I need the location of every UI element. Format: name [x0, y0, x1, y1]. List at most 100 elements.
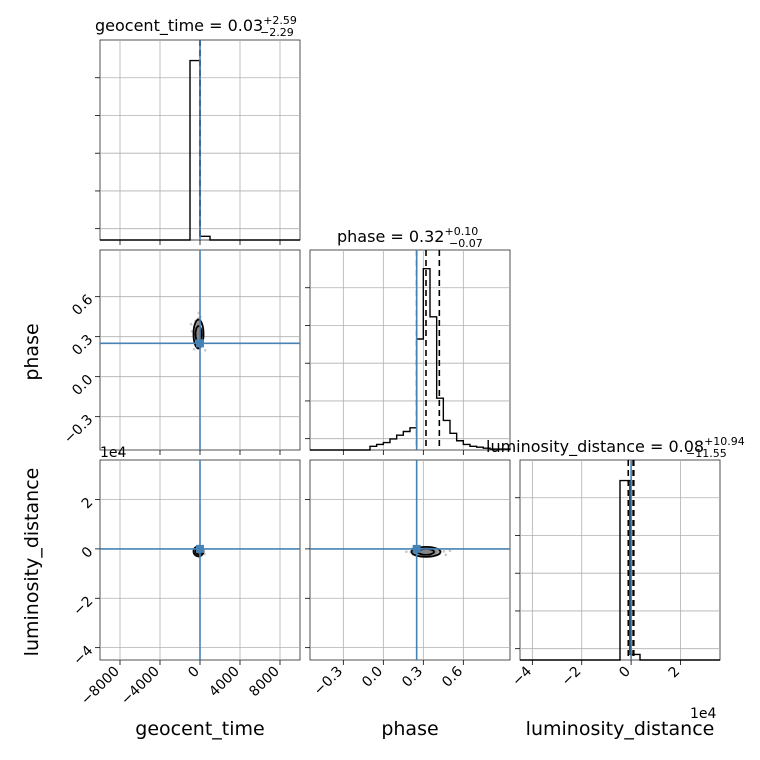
histogram-luminosity_distance: [520, 479, 720, 661]
labels: geocent_time = 0.03+2.59 −2.29 phase = 0…: [21, 14, 745, 740]
xtick-label-phase-2: 0.3: [399, 664, 426, 691]
sample-point-phase-luminosity_distance: [422, 550, 425, 554]
offset-label-x-luminosity: 1e4: [690, 706, 717, 722]
ylabel-luminosity-distance: luminosity_distance: [21, 468, 43, 657]
sample-point-phase-luminosity_distance: [424, 550, 428, 553]
sample-point-geocent_time-phase: [196, 333, 199, 337]
contour-outer-geocent_time-phase: [192, 318, 205, 350]
sample-point-geocent_time-phase: [196, 336, 200, 339]
ytick-label-luminosity_distance-2: 0: [79, 544, 97, 562]
sample-point-geocent_time-phase: [196, 328, 200, 331]
sample-point-geocent_time-phase: [196, 333, 199, 337]
sample-point-phase-luminosity_distance: [422, 551, 426, 555]
sample-point-geocent_time-phase: [196, 334, 200, 337]
panel-frames: −0.30.00.30.6−8000−4000 0 4000 8000−4−202−0…: [61, 39, 721, 709]
sample-point-geocent_time-phase: [196, 335, 200, 338]
sample-point-phase-luminosity_distance: [420, 550, 423, 554]
sample-point-geocent_time-phase: [197, 328, 200, 332]
sample-point-geocent_time-phase: [196, 332, 199, 335]
sample-point-geocent_time-phase: [196, 330, 199, 333]
sample-point-phase-luminosity_distance: [428, 549, 432, 553]
truth-marker-phase-luminosity_distance: [412, 544, 421, 553]
sample-point-geocent_time-phase: [197, 331, 200, 335]
sample-point-phase-luminosity_distance: [423, 551, 426, 554]
sample-point-phase-luminosity_distance: [426, 549, 430, 553]
sample-point-phase-luminosity_distance: [435, 550, 438, 553]
sample-point-phase-luminosity_distance: [426, 550, 430, 554]
sample-point-phase-luminosity_distance: [425, 550, 429, 554]
sample-point-phase-luminosity_distance: [428, 550, 432, 554]
xtick-label-geocent_time-0: −8000: [78, 664, 123, 709]
sample-point-phase-luminosity_distance: [424, 551, 428, 554]
xtick-label-geocent_time-3: 4000: [206, 664, 243, 701]
sample-point-phase-luminosity_distance: [448, 549, 452, 553]
sample-point-geocent_time-phase: [196, 331, 199, 334]
sample-point-phase-luminosity_distance: [428, 551, 431, 554]
sample-point-phase-luminosity_distance: [421, 550, 424, 554]
sample-point-phase-luminosity_distance: [424, 549, 428, 552]
sample-point-geocent_time-phase: [196, 330, 200, 333]
offset-label-y-luminosity: 1e4: [100, 445, 127, 461]
sample-point-phase-luminosity_distance: [425, 549, 429, 553]
title-geocent-time-minus: −2.29: [260, 26, 294, 39]
panel-luminosity_distance-luminosity_distance: −4 −2 0 2: [509, 459, 721, 690]
sample-point-phase-luminosity_distance: [430, 550, 433, 554]
sample-point-geocent_time-phase: [196, 321, 199, 325]
xtick-label-luminosity_distance-0: −4: [509, 663, 535, 689]
sample-point-phase-luminosity_distance: [426, 549, 430, 552]
title-phase-minus: −0.07: [449, 237, 483, 250]
sample-point-geocent_time-phase: [196, 332, 200, 335]
title-phase: phase = 0.32+0.10: [337, 225, 478, 246]
sample-point-phase-luminosity_distance: [424, 550, 428, 553]
xtick-label-phase-1: 0.0: [359, 664, 386, 691]
sample-point-geocent_time-phase: [196, 334, 199, 338]
ylabel-phase: phase: [21, 323, 43, 380]
sample-point-phase-luminosity_distance: [427, 550, 431, 554]
ytick-label-luminosity_distance-3: 2: [79, 495, 97, 513]
sample-point-phase-luminosity_distance: [405, 550, 408, 554]
sample-point-phase-luminosity_distance: [424, 551, 428, 555]
sample-point-phase-luminosity_distance: [434, 550, 438, 553]
sample-point-geocent_time-phase: [197, 331, 200, 334]
sample-point-phase-luminosity_distance: [424, 550, 428, 553]
xlabel-phase: phase: [381, 718, 438, 740]
sample-point-phase-luminosity_distance: [425, 549, 428, 553]
sample-point-geocent_time-phase: [189, 322, 193, 326]
sample-point-phase-luminosity_distance: [423, 551, 427, 555]
sample-point-phase-luminosity_distance: [422, 550, 426, 553]
sample-point-geocent_time-phase: [196, 328, 200, 331]
ytick-label-phase-2: 0.3: [69, 332, 96, 359]
sample-point-geocent_time-phase: [195, 323, 198, 326]
ytick-label-phase-1: 0.0: [69, 372, 96, 399]
sample-point-phase-luminosity_distance: [427, 549, 431, 553]
sample-point-phase-luminosity_distance: [422, 549, 426, 553]
xtick-label-luminosity_distance-1: −2: [559, 664, 585, 690]
ytick-label-luminosity_distance-0: −4: [70, 643, 96, 669]
panel-geocent_time-phase: −0.3 0.0 0.3 0.6: [61, 249, 301, 455]
panel-phase-luminosity_distance: −0.3 0.0 0.3 0.6: [305, 459, 511, 699]
xtick-label-luminosity_distance-2: 0: [616, 664, 634, 682]
title-geocent-time: geocent_time = 0.03+2.59: [95, 14, 297, 36]
sample-point-phase-luminosity_distance: [426, 549, 430, 553]
title-luminosity-distance: luminosity_distance = 0.08+10.94: [486, 435, 745, 457]
sample-point-phase-luminosity_distance: [427, 551, 431, 555]
sample-point-phase-luminosity_distance: [428, 550, 431, 554]
truth-marker-geocent_time-luminosity_distance: [196, 544, 204, 553]
sample-point-geocent_time-phase: [196, 320, 200, 324]
sample-point-phase-luminosity_distance: [429, 549, 432, 553]
panel-geocent_time-geocent_time: [95, 39, 301, 245]
xtick-label-phase-3: 0.6: [439, 663, 466, 690]
sample-point-geocent_time-phase: [196, 330, 200, 333]
sample-point-phase-luminosity_distance: [425, 551, 428, 555]
sample-point-phase-luminosity_distance: [428, 549, 431, 553]
panel-phase-luminosity_distance-frame: [309, 459, 511, 661]
sample-point-phase-luminosity_distance: [421, 549, 425, 553]
sample-point-phase-luminosity_distance: [425, 551, 429, 554]
sample-point-geocent_time-phase: [196, 336, 200, 340]
sample-point-phase-luminosity_distance: [422, 550, 426, 553]
sample-point-phase-luminosity_distance: [426, 549, 430, 553]
sample-point-phase-luminosity_distance: [429, 550, 432, 553]
sample-point-phase-luminosity_distance: [424, 549, 428, 553]
sample-point-phase-luminosity_distance: [424, 551, 427, 554]
